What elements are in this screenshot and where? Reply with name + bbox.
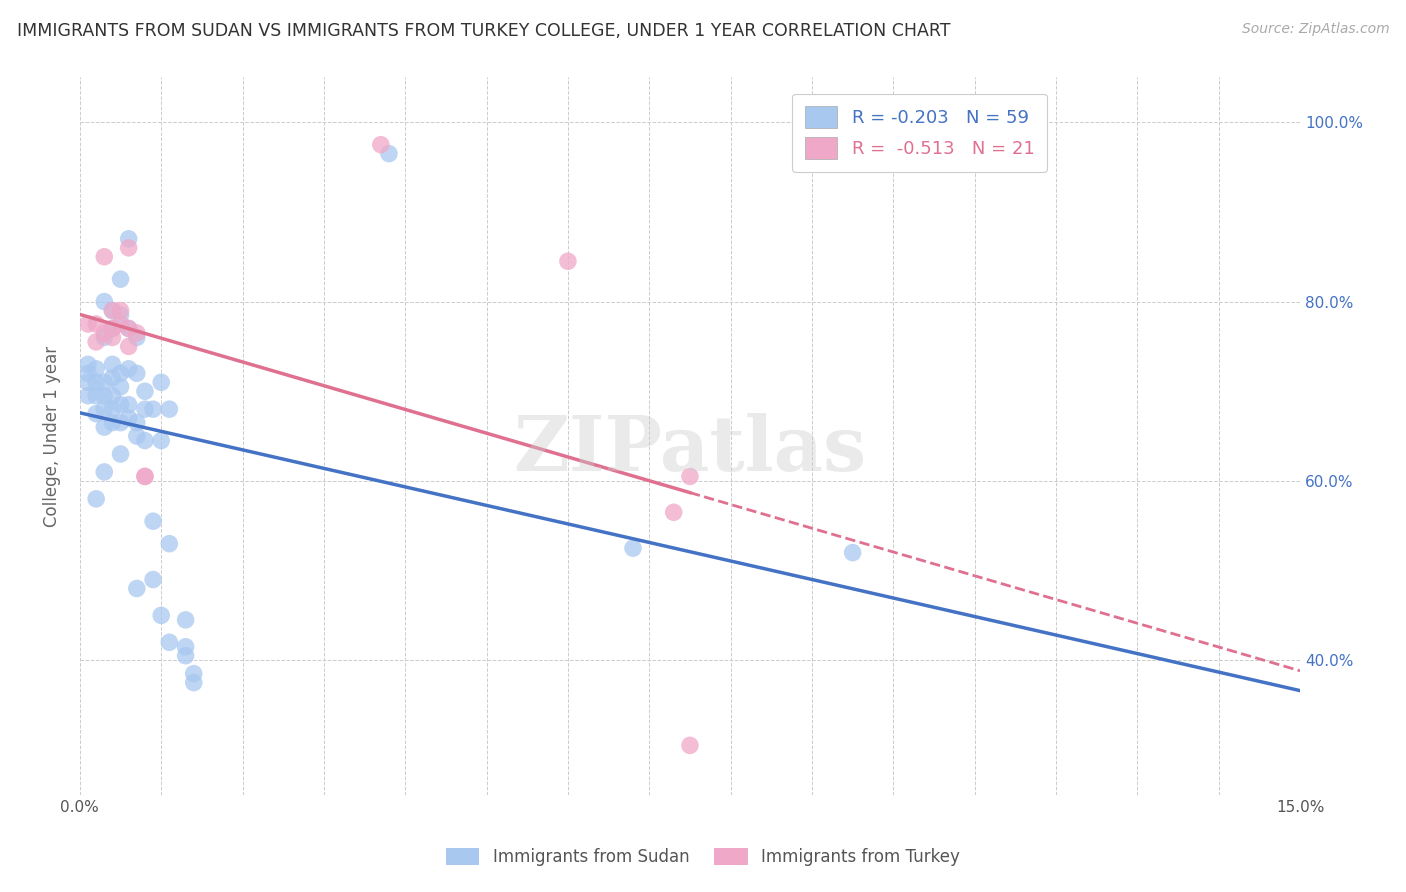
Point bbox=[118, 411, 141, 425]
Point bbox=[84, 407, 107, 421]
Point bbox=[77, 376, 100, 390]
Point bbox=[118, 232, 141, 246]
Point bbox=[93, 402, 115, 417]
Point bbox=[110, 367, 132, 381]
Point bbox=[150, 608, 173, 623]
Point bbox=[101, 371, 124, 385]
Point bbox=[125, 582, 148, 596]
Y-axis label: College, Under 1 year: College, Under 1 year bbox=[44, 345, 60, 526]
Point bbox=[77, 389, 100, 403]
Point bbox=[101, 357, 124, 371]
Point bbox=[157, 402, 180, 417]
Text: ZIPatlas: ZIPatlas bbox=[513, 413, 866, 487]
Point bbox=[110, 380, 132, 394]
Point bbox=[84, 317, 107, 331]
Point bbox=[93, 465, 115, 479]
Point bbox=[110, 447, 132, 461]
Point bbox=[370, 137, 392, 152]
Point bbox=[101, 321, 124, 335]
Point bbox=[93, 294, 115, 309]
Point bbox=[142, 514, 165, 528]
Point bbox=[118, 339, 141, 353]
Point bbox=[101, 321, 124, 335]
Point bbox=[93, 330, 115, 344]
Point bbox=[110, 272, 132, 286]
Text: IMMIGRANTS FROM SUDAN VS IMMIGRANTS FROM TURKEY COLLEGE, UNDER 1 YEAR CORRELATIO: IMMIGRANTS FROM SUDAN VS IMMIGRANTS FROM… bbox=[17, 22, 950, 40]
Point bbox=[84, 389, 107, 403]
Point bbox=[93, 376, 115, 390]
Point bbox=[679, 469, 702, 483]
Point bbox=[142, 402, 165, 417]
Point bbox=[110, 308, 132, 322]
Point bbox=[157, 635, 180, 649]
Legend: Immigrants from Sudan, Immigrants from Turkey: Immigrants from Sudan, Immigrants from T… bbox=[440, 841, 966, 873]
Point bbox=[174, 648, 197, 663]
Point bbox=[93, 389, 115, 403]
Point bbox=[679, 739, 702, 753]
Point bbox=[174, 640, 197, 654]
Point bbox=[118, 321, 141, 335]
Point bbox=[125, 429, 148, 443]
Point bbox=[77, 317, 100, 331]
Point bbox=[183, 666, 205, 681]
Point bbox=[110, 398, 132, 412]
Point bbox=[125, 367, 148, 381]
Point bbox=[378, 146, 401, 161]
Point bbox=[84, 491, 107, 506]
Point bbox=[84, 361, 107, 376]
Point bbox=[118, 398, 141, 412]
Point bbox=[134, 384, 156, 399]
Point bbox=[101, 303, 124, 318]
Point bbox=[101, 330, 124, 344]
Point bbox=[841, 546, 863, 560]
Point bbox=[150, 434, 173, 448]
Point bbox=[93, 420, 115, 434]
Point bbox=[662, 505, 685, 519]
Point bbox=[84, 334, 107, 349]
Point bbox=[101, 303, 124, 318]
Point bbox=[93, 326, 115, 340]
Point bbox=[118, 361, 141, 376]
Legend: R = -0.203   N = 59, R =  -0.513   N = 21: R = -0.203 N = 59, R = -0.513 N = 21 bbox=[792, 94, 1047, 172]
Point bbox=[118, 321, 141, 335]
Point bbox=[77, 357, 100, 371]
Text: Source: ZipAtlas.com: Source: ZipAtlas.com bbox=[1241, 22, 1389, 37]
Point bbox=[134, 469, 156, 483]
Point bbox=[93, 250, 115, 264]
Point bbox=[118, 241, 141, 255]
Point bbox=[134, 434, 156, 448]
Point bbox=[101, 416, 124, 430]
Point bbox=[157, 536, 180, 550]
Point bbox=[84, 376, 107, 390]
Point bbox=[77, 367, 100, 381]
Point bbox=[125, 416, 148, 430]
Point bbox=[134, 402, 156, 417]
Point bbox=[134, 469, 156, 483]
Point bbox=[125, 330, 148, 344]
Point bbox=[110, 303, 132, 318]
Point bbox=[125, 326, 148, 340]
Point bbox=[110, 317, 132, 331]
Point bbox=[557, 254, 579, 268]
Point bbox=[150, 376, 173, 390]
Point bbox=[183, 675, 205, 690]
Point bbox=[110, 416, 132, 430]
Point bbox=[621, 541, 644, 556]
Point bbox=[142, 573, 165, 587]
Point bbox=[174, 613, 197, 627]
Point bbox=[101, 402, 124, 417]
Point bbox=[101, 389, 124, 403]
